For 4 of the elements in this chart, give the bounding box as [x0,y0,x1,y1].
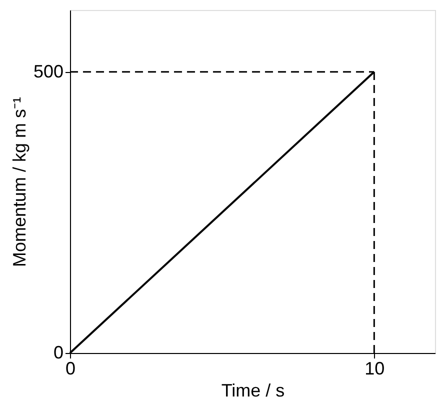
x-axis-title: Time / s [221,380,285,400]
x-tick-label: 10 [364,358,385,378]
y-axis-title: Momentum / kg m s⁻¹ [9,96,30,268]
y-tick-label: 500 [33,61,64,82]
